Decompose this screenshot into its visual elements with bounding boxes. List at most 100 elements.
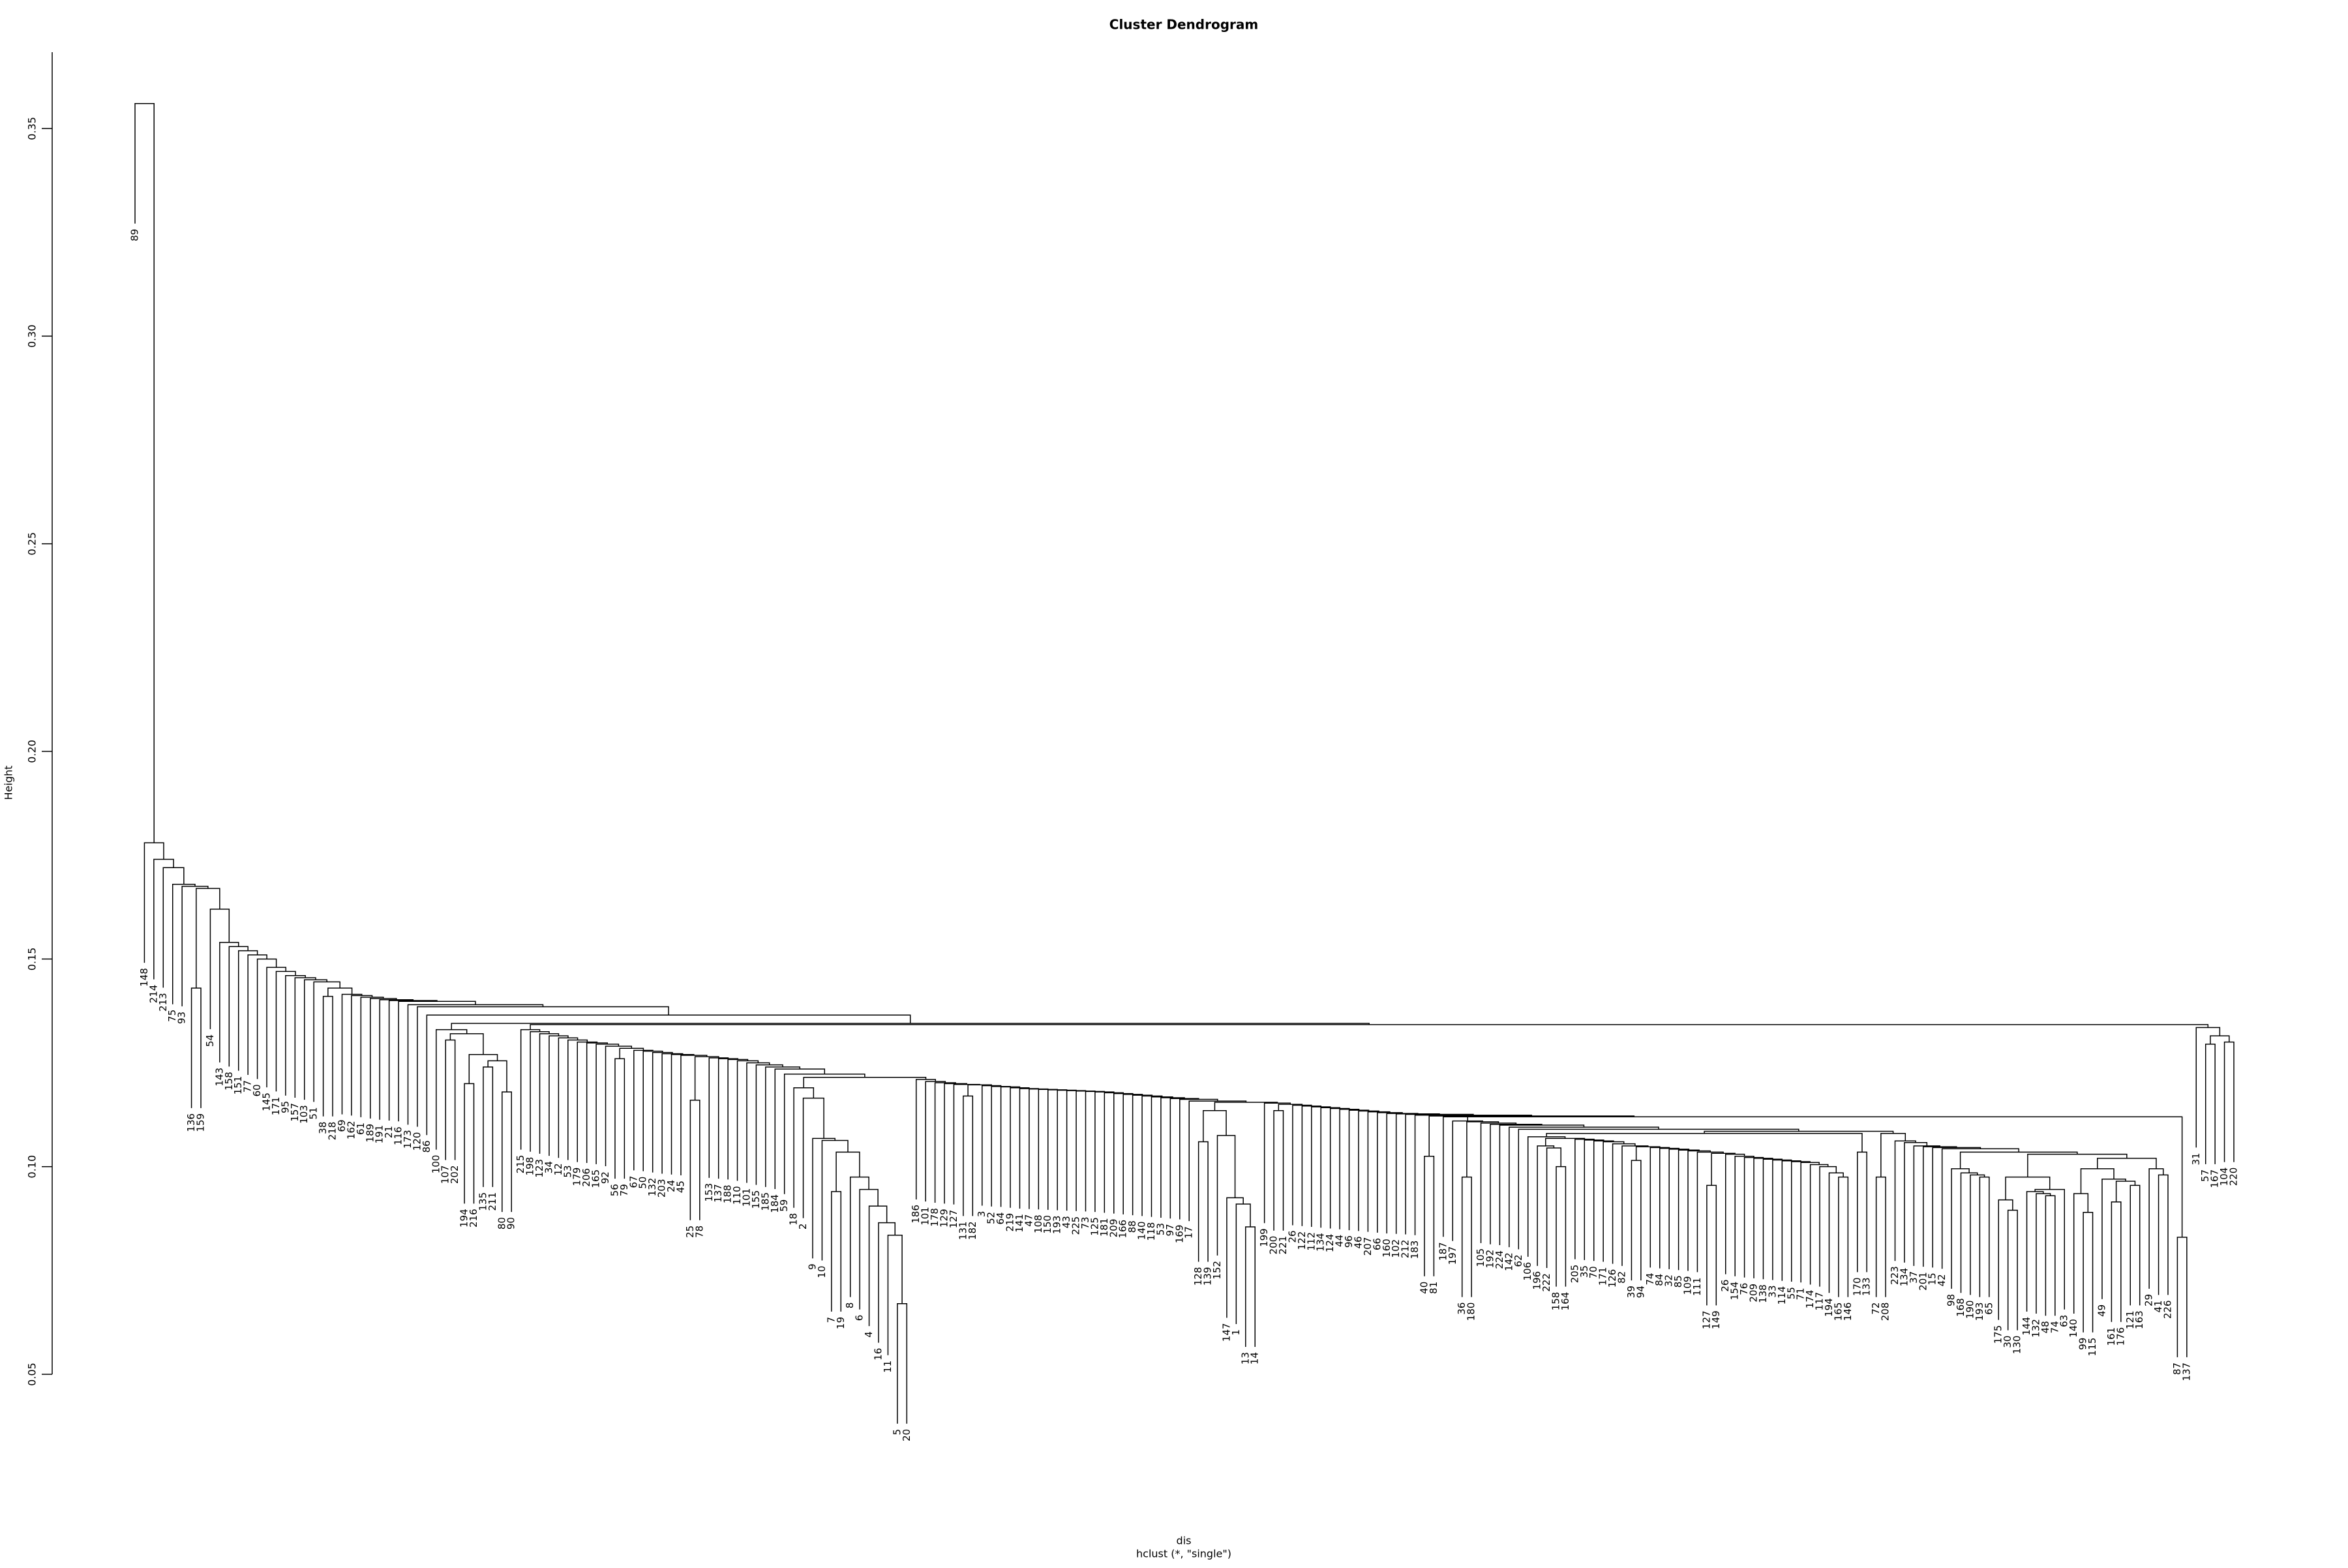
- merge: [1405, 1113, 1474, 1235]
- merge: [1235, 1203, 1251, 1324]
- leaf-label: 20: [901, 1429, 912, 1441]
- merge: [1951, 1168, 1970, 1289]
- merge: [196, 888, 220, 988]
- leaf-label: 38: [317, 1122, 329, 1134]
- x-axis-label: dis: [1177, 1535, 1192, 1547]
- leaf-label: 203: [656, 1179, 668, 1198]
- leaf-label: 101: [740, 1188, 752, 1207]
- leaf-label: 216: [468, 1209, 479, 1228]
- merge: [407, 1004, 544, 1125]
- y-tick-label: 0.35: [26, 117, 38, 140]
- leaf-label: 130: [2011, 1336, 2023, 1355]
- leaf-label: 133: [1861, 1277, 1873, 1296]
- leaf-label: 34: [543, 1161, 554, 1173]
- merge: [190, 988, 202, 1108]
- merge: [953, 1083, 980, 1205]
- leaf-label: 59: [778, 1199, 790, 1212]
- leaf-label: 39: [1625, 1286, 1637, 1298]
- merge: [1160, 1097, 1185, 1218]
- merge: [1913, 1145, 1941, 1266]
- leaf-label: 163: [2133, 1310, 2145, 1329]
- leaf-label: 106: [1522, 1262, 1533, 1281]
- leaf-label: 53: [1154, 1223, 1166, 1235]
- leaf-label: 128: [1192, 1267, 1204, 1286]
- merge: [502, 1091, 512, 1213]
- leaf-label: 57: [2199, 1169, 2211, 1182]
- leaf-label: 164: [1559, 1292, 1571, 1311]
- y-tick-label: 0.05: [26, 1363, 38, 1386]
- leaf-label: 86: [421, 1140, 432, 1153]
- merge: [868, 1205, 888, 1327]
- leaf-label: 10: [816, 1266, 828, 1278]
- merge: [1339, 1109, 1360, 1229]
- leaf-label: 214: [147, 985, 159, 1004]
- leaf-label: 5: [891, 1429, 903, 1436]
- leaf-label: 78: [693, 1226, 705, 1238]
- merge: [887, 1234, 903, 1355]
- leaf-label: 202: [449, 1165, 460, 1184]
- leaf-label: 213: [157, 993, 169, 1012]
- leaf-label: 170: [1851, 1277, 1863, 1296]
- leaf-label: 74: [2049, 1321, 2060, 1333]
- leaf-label: 160: [1381, 1239, 1392, 1258]
- leaf-label: 35: [1578, 1265, 1590, 1278]
- leaf-label: 184: [769, 1194, 781, 1213]
- merge: [1038, 1089, 1058, 1210]
- merge: [1546, 1147, 1561, 1269]
- merge: [577, 1041, 598, 1162]
- merge: [1395, 1113, 1440, 1234]
- merge: [1169, 1098, 1199, 1219]
- leaf-label: 192: [1484, 1250, 1496, 1269]
- merge: [2097, 1158, 2157, 1169]
- subtitle: hclust (*, "single"): [1136, 1548, 1231, 1560]
- leaf-label: 167: [2209, 1169, 2221, 1188]
- leaf-label: 147: [1220, 1323, 1232, 1342]
- leaf-label: 60: [251, 1084, 263, 1096]
- leaf-label: 201: [1917, 1272, 1929, 1291]
- leaf-label: 52: [986, 1212, 997, 1224]
- merge: [464, 1083, 475, 1204]
- merge: [1151, 1096, 1173, 1217]
- merge: [451, 1023, 1370, 1030]
- leaf-label: 121: [2124, 1310, 2136, 1329]
- merge: [2176, 1237, 2188, 1357]
- leaf-label: 19: [835, 1317, 847, 1329]
- merge: [1880, 1132, 1906, 1177]
- merge: [1556, 1166, 1567, 1287]
- merge: [1443, 1116, 1825, 1237]
- leaf-label: 96: [1343, 1235, 1355, 1248]
- leaf-label: 141: [1014, 1214, 1025, 1233]
- leaf-label: 194: [1823, 1298, 1835, 1317]
- merge: [1518, 1128, 1799, 1250]
- leaf-label: 155: [750, 1190, 762, 1209]
- merge: [2210, 1035, 2230, 1044]
- merge: [483, 1066, 494, 1187]
- merge: [1490, 1123, 1543, 1244]
- leaf-label: 220: [2228, 1168, 2240, 1186]
- leaf-label: 72: [1870, 1303, 1882, 1315]
- leaf-label: 173: [402, 1130, 414, 1149]
- leaf-label: 33: [1766, 1285, 1778, 1297]
- merge: [2007, 1209, 2018, 1331]
- merge: [2158, 1174, 2169, 1295]
- leaf-label: 136: [185, 1113, 197, 1132]
- merge: [1894, 1140, 1916, 1261]
- leaf-label: 221: [1277, 1236, 1289, 1255]
- merge: [755, 1064, 783, 1185]
- leaf-label: 24: [665, 1180, 677, 1192]
- leaf-label: 152: [1211, 1261, 1223, 1280]
- merge: [1197, 1141, 1209, 1262]
- leaf-label: 26: [1719, 1280, 1731, 1292]
- leaf-label: 159: [195, 1113, 207, 1132]
- merge: [619, 1048, 644, 1059]
- leaf-label: 2: [797, 1224, 809, 1230]
- leaf-label: 46: [1352, 1236, 1364, 1248]
- leaf-label: 191: [374, 1125, 385, 1144]
- leaf-label: 223: [1889, 1266, 1901, 1285]
- merge: [1725, 1153, 1745, 1274]
- leaf-label: 92: [599, 1171, 611, 1184]
- leaf-label: 53: [562, 1165, 573, 1177]
- merge: [680, 1055, 708, 1176]
- merge: [915, 1079, 937, 1199]
- merge: [1527, 1136, 1566, 1257]
